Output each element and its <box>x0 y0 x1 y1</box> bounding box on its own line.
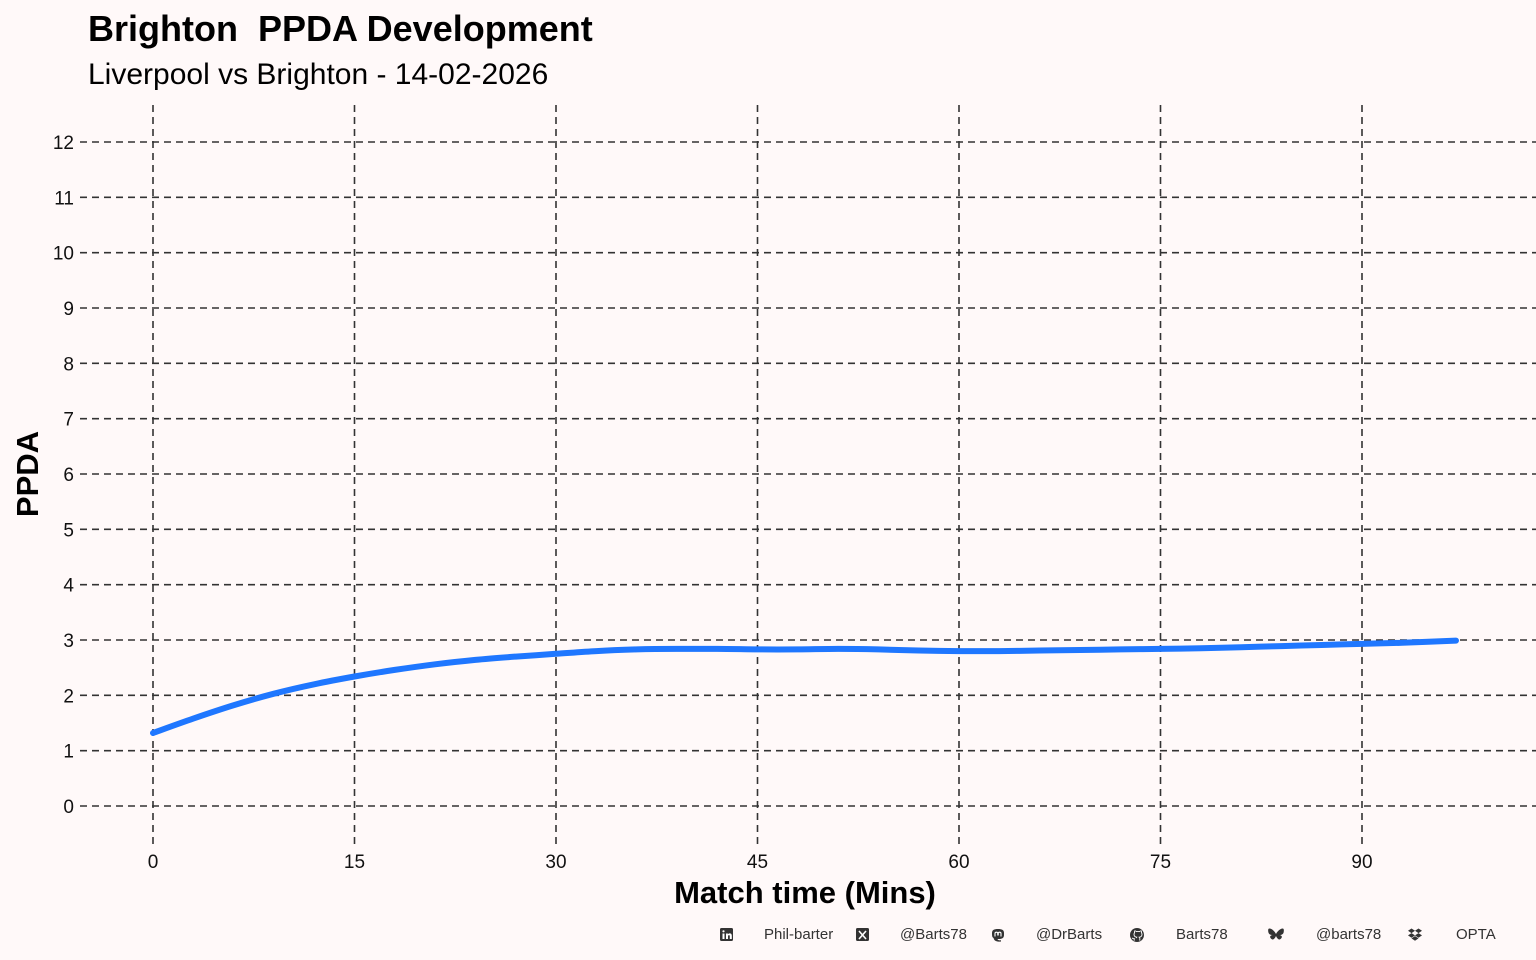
y-tick-label-10: 10 <box>53 244 74 265</box>
x-twitter-icon <box>855 927 871 943</box>
y-tick-label-2: 2 <box>63 686 74 707</box>
chart-subtitle: Liverpool vs Brighton - 14-02-2026 <box>88 58 549 91</box>
bluesky-icon <box>1267 927 1284 943</box>
y-tick-label-11: 11 <box>54 188 74 209</box>
footer-x-label: @Barts78 <box>900 926 967 943</box>
chart-title: Brighton PPDA Development <box>88 8 593 49</box>
y-tick-label-6: 6 <box>63 465 74 486</box>
x-tick-label-0: 0 <box>148 852 159 873</box>
x-tick-label-60: 60 <box>948 852 969 873</box>
y-tick-label-9: 9 <box>63 299 74 320</box>
footer-github-label: Barts78 <box>1176 926 1228 943</box>
ppda-series-line-0 <box>150 637 1459 736</box>
y-tick-label-4: 4 <box>63 576 74 597</box>
x-tick-label-75: 75 <box>1150 852 1171 873</box>
y-tick-label-5: 5 <box>63 520 74 541</box>
y-tick-label-12: 12 <box>53 133 74 154</box>
x-tick-label-90: 90 <box>1351 852 1372 873</box>
y-gridlines <box>80 141 1536 807</box>
y-tick-label-8: 8 <box>63 354 74 375</box>
mastodon-icon <box>990 927 1006 943</box>
y-tick-label-0: 0 <box>63 797 74 818</box>
x-tick-label-15: 15 <box>344 852 365 873</box>
x-tick-label-45: 45 <box>747 852 768 873</box>
y-axis-title: PPDA <box>10 431 45 517</box>
dropbox-icon <box>1407 927 1423 943</box>
footer-linkedin-label: Phil-barter <box>764 926 834 943</box>
y-tick-label-3: 3 <box>63 631 74 652</box>
github-icon <box>1129 927 1145 943</box>
x-tick-labels: 0 15 30 45 60 75 90 <box>148 852 1373 873</box>
y-tick-label-7: 7 <box>63 410 74 431</box>
linkedin-icon <box>719 927 735 943</box>
y-tick-label-1: 1 <box>63 742 74 763</box>
x-gridlines <box>152 105 1363 848</box>
x-axis-title: Match time (Mins) <box>674 875 936 910</box>
series-group <box>150 637 1459 736</box>
footer-mastodon-label: @DrBarts <box>1036 926 1103 943</box>
x-tick-label-30: 30 <box>545 852 566 873</box>
footer-bluesky-label: @barts78 <box>1316 926 1382 943</box>
footer-source-label: OPTA <box>1456 926 1496 943</box>
footer-credits: Phil-barter @Barts78 @DrBarts Barts78 @b… <box>0 924 1536 948</box>
